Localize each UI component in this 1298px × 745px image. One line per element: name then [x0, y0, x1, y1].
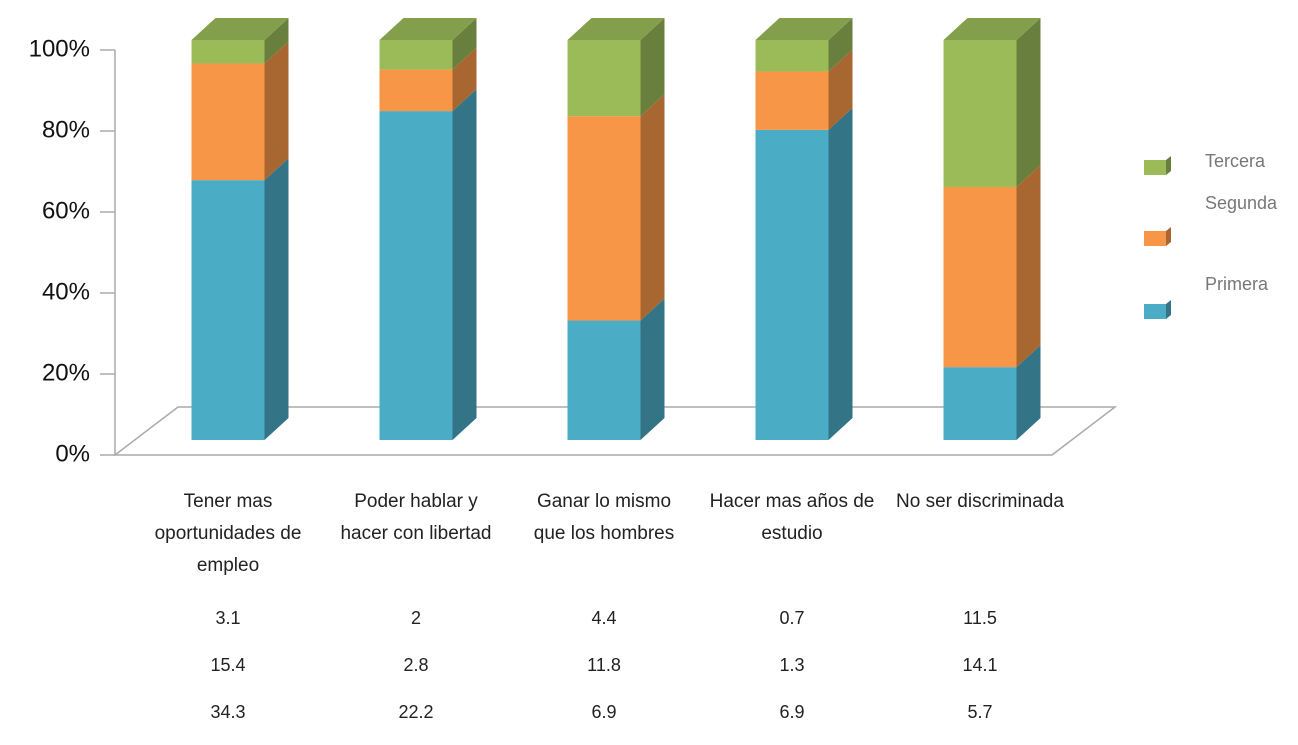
table-cell: 34.3 [210, 702, 246, 722]
table-cell: 2.8 [403, 655, 429, 675]
table-cell: 14.1 [962, 655, 998, 675]
bar-face [943, 18, 1041, 40]
legend-swatch-side [1166, 300, 1171, 319]
y-tick-label: 0% [55, 440, 90, 467]
y-tick-label: 100% [29, 35, 90, 62]
legend-swatch-side [1166, 156, 1171, 175]
bar-segment [191, 158, 289, 440]
bar-face [1016, 164, 1041, 368]
bar-face [1016, 345, 1041, 440]
bar-face [1016, 18, 1041, 187]
bar-segment [379, 89, 477, 440]
bar-segment [379, 47, 477, 112]
bar-face [755, 18, 853, 40]
bar-face [452, 89, 477, 440]
bar-face [755, 71, 829, 130]
bar-face [943, 40, 1017, 187]
bar-face [828, 49, 853, 130]
bar-segment [191, 41, 289, 181]
bar-face [379, 69, 453, 112]
legend-swatch [1144, 160, 1166, 175]
legend-label: Tercera [1205, 151, 1266, 171]
table-cell: 1.3 [779, 655, 805, 675]
bar-face [567, 116, 641, 321]
bar-face [379, 111, 453, 440]
y-tick-label: 40% [42, 278, 90, 305]
table-cell: 4.4 [591, 608, 617, 628]
bar-segment [567, 298, 665, 440]
x-tick-label: Ganar lo mismo que los hombres [533, 491, 675, 544]
table-cell: 22.2 [398, 702, 434, 722]
bar-face [379, 18, 477, 40]
bar-segment [191, 18, 289, 64]
x-tick-label: Hacer mas años de estudio [709, 491, 875, 544]
bar-segment [567, 94, 665, 321]
bar-segment [379, 18, 477, 70]
bar-face [755, 40, 829, 72]
bar-segment [567, 18, 665, 117]
bar-segment [755, 107, 853, 441]
legend-swatch [1144, 231, 1166, 246]
bar-face [264, 158, 289, 440]
bar-face [567, 40, 641, 117]
legend-label: Segunda [1205, 193, 1278, 213]
table-cell: 6.9 [591, 702, 617, 722]
y-tick-label: 20% [42, 359, 90, 386]
bar-face [452, 18, 477, 70]
bar-face [828, 18, 853, 72]
bar-face [191, 180, 265, 440]
bar-segment [943, 345, 1041, 440]
bar-face [191, 40, 265, 64]
y-tick-label: 60% [42, 197, 90, 224]
y-tick-label: 80% [42, 116, 90, 143]
bar-segment [755, 18, 853, 72]
bar-face [640, 94, 665, 321]
table-cell: 15.4 [210, 655, 246, 675]
table-cell: 11.5 [963, 608, 997, 628]
legend-swatch [1144, 304, 1166, 319]
bar-face [191, 63, 265, 181]
bar-face [640, 18, 665, 117]
bar-face [567, 320, 641, 440]
table-cell: 11.8 [587, 655, 621, 675]
legend-swatch-side [1166, 227, 1171, 246]
table-cell: 5.7 [967, 702, 993, 722]
bar-face [264, 18, 289, 64]
bar-face [379, 40, 453, 70]
x-tick-label: No ser discriminada [896, 491, 1064, 512]
bar-face [755, 129, 829, 440]
table-cell: 0.7 [779, 608, 805, 628]
bar-face [567, 18, 665, 40]
x-tick-label: Tener mas oportunidades de empleo [154, 491, 302, 576]
bar-face [191, 18, 289, 40]
bar-face [943, 186, 1017, 368]
bar-segment [943, 18, 1041, 187]
bar-face [828, 107, 853, 441]
table-cell: 3.1 [215, 608, 241, 628]
table-cell: 6.9 [779, 702, 805, 722]
bar-face [452, 47, 477, 112]
bar-face [640, 298, 665, 440]
bar-segment [943, 164, 1041, 368]
bar-face [264, 41, 289, 181]
bar-segment [755, 49, 853, 130]
bar-face [943, 367, 1017, 440]
table-cell: 2 [410, 608, 421, 628]
legend-label: Primera [1205, 274, 1269, 294]
x-tick-label: Poder hablar y hacer con libertad [340, 491, 492, 544]
